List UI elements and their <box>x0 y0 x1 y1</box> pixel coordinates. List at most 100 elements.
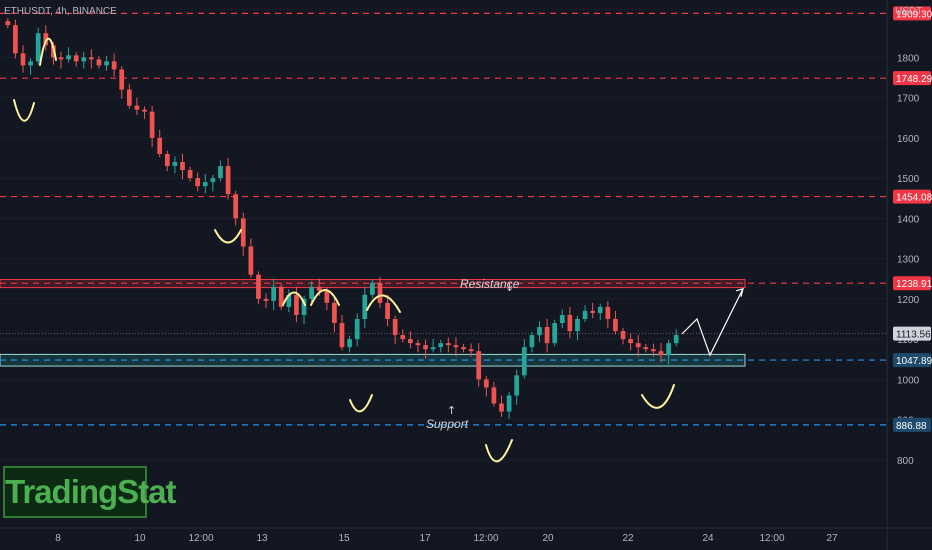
candle-body <box>423 345 428 350</box>
pattern-curve <box>349 394 373 413</box>
candle-body <box>210 178 216 183</box>
resistance-annotation: Resistance <box>460 277 520 291</box>
candle-body <box>332 302 337 323</box>
candle-body <box>438 343 444 348</box>
current-price-label: 1113.56 <box>896 330 931 341</box>
y-tick-label: 1200 <box>897 295 920 306</box>
candle-body <box>316 286 322 291</box>
candle-body <box>347 339 352 348</box>
pattern-curve <box>310 289 340 306</box>
candle-body <box>294 294 299 315</box>
candle-body <box>552 323 558 344</box>
price-badge-label: 1454.08 <box>896 193 932 204</box>
candle-body <box>514 375 520 396</box>
candle-body <box>362 294 368 319</box>
pattern-curve <box>485 439 513 463</box>
price-badge <box>893 189 931 204</box>
candle-body <box>635 343 641 348</box>
y-tick-label: 1000 <box>897 375 920 386</box>
candle-body <box>354 318 360 340</box>
candle-body <box>673 335 679 344</box>
candle-body <box>415 343 421 346</box>
price-badge-label: 1748.29 <box>896 74 932 85</box>
candle-body <box>96 59 102 66</box>
candle-body <box>468 349 474 352</box>
candle-body <box>506 395 512 412</box>
candle-body <box>248 246 254 275</box>
candle-body <box>499 403 504 412</box>
resistance-arrow-icon: ↓ <box>505 281 514 294</box>
candle-body <box>567 314 573 332</box>
symbol-label[interactable]: ETHUSDT, 4h, BINANCE <box>4 6 117 17</box>
projection-path <box>681 288 744 357</box>
candle-body <box>529 335 535 348</box>
x-tick-label: 22 <box>622 533 634 544</box>
candle-body <box>195 178 201 187</box>
candle-body <box>142 109 147 112</box>
price-badge-label: 1909.30 <box>896 9 932 20</box>
candle-body <box>521 347 527 376</box>
candle-body <box>66 55 71 60</box>
candle-body <box>271 286 276 301</box>
candle-body <box>81 57 87 62</box>
candle-body <box>286 294 292 307</box>
candle-body <box>35 33 41 62</box>
candle-body <box>582 310 588 319</box>
support-annotation: Support <box>426 417 469 431</box>
current-price-badge <box>893 326 931 341</box>
y-tick-label: 1300 <box>897 255 920 266</box>
candle-body <box>134 105 140 110</box>
x-tick-label: 12:00 <box>759 533 784 544</box>
candle-body <box>491 387 497 404</box>
candle-body <box>392 318 398 336</box>
y-tick-label: 1800 <box>897 53 920 64</box>
candle-body <box>111 61 117 70</box>
x-tick-label: 27 <box>826 533 838 544</box>
candle-body <box>263 298 269 301</box>
candle-body <box>400 335 406 340</box>
x-tick-label: 13 <box>256 533 268 544</box>
candle-body <box>559 314 565 323</box>
pattern-curve <box>13 99 35 122</box>
candle-body <box>126 89 132 106</box>
candle-body <box>453 345 459 348</box>
candle-body <box>445 343 451 346</box>
watermark-logo: TradingStat <box>3 466 177 518</box>
candle-body <box>643 347 649 350</box>
price-badge-label: 886.88 <box>896 421 927 432</box>
y-tick-label: 800 <box>897 456 914 467</box>
y-tick-label: 1700 <box>897 94 920 105</box>
candle-body <box>256 274 261 299</box>
x-tick-label: 15 <box>338 533 350 544</box>
candle-body <box>476 351 482 380</box>
candle-body <box>157 137 163 154</box>
candle-body <box>605 306 611 319</box>
candle-body <box>651 349 656 352</box>
candle-body <box>620 331 626 340</box>
currency-label: USDT <box>895 6 923 17</box>
candle-body <box>180 162 185 171</box>
candle-body <box>377 282 383 303</box>
pattern-curve <box>282 291 306 306</box>
candle-body <box>58 57 64 60</box>
price-badge <box>893 71 931 86</box>
candle-body <box>164 153 170 167</box>
candle-body <box>43 33 49 46</box>
candle-body <box>119 69 125 90</box>
x-tick-label: 8 <box>55 533 61 544</box>
candle-body <box>666 343 671 356</box>
candle-body <box>324 290 330 303</box>
candle-body <box>13 25 18 54</box>
pattern-curve <box>39 37 57 66</box>
price-badge <box>893 6 931 21</box>
price-badge-label: 1047.89 <box>896 356 932 367</box>
candle-body <box>301 298 307 315</box>
candle-body <box>483 379 489 388</box>
candle-body <box>225 166 231 195</box>
candle-body <box>202 182 208 187</box>
price-badge-label: 1238.91 <box>896 279 932 290</box>
candle-body <box>5 21 11 26</box>
x-tick-label: 12:00 <box>188 533 213 544</box>
pattern-curve <box>214 229 242 244</box>
